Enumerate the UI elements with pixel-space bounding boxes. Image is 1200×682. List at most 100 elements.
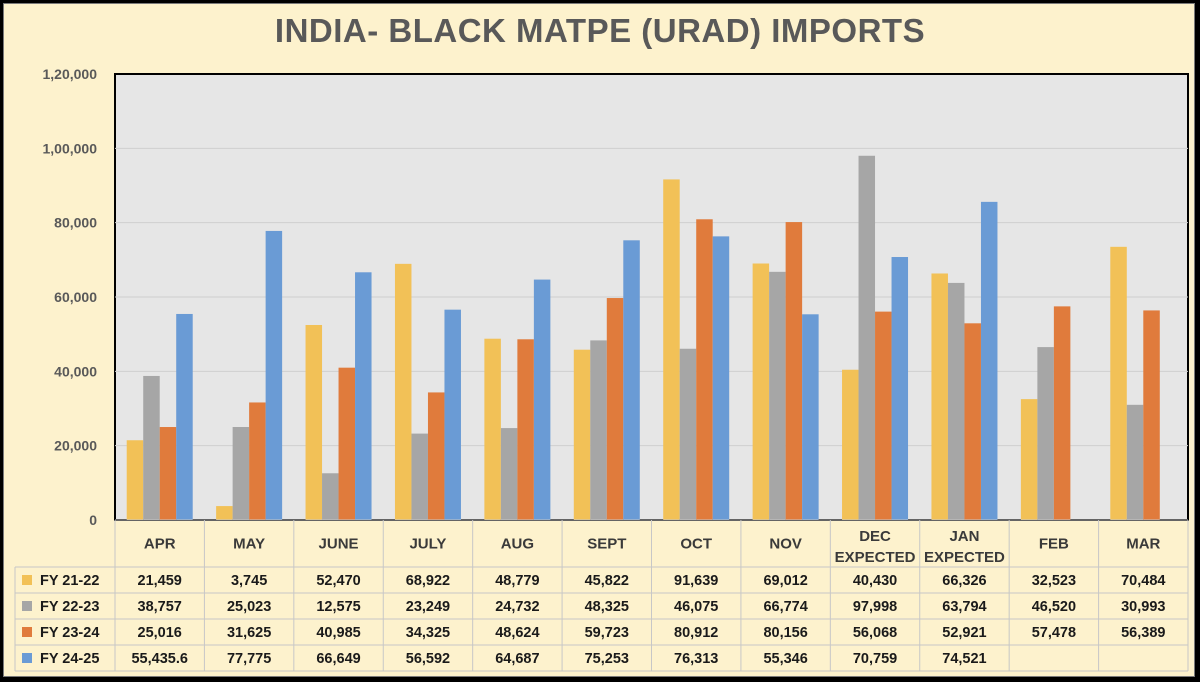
bar — [411, 433, 428, 520]
data-label: 21,459 — [138, 573, 182, 589]
data-label: 25,023 — [227, 599, 271, 615]
data-label: 80,156 — [763, 625, 807, 641]
bar — [216, 506, 233, 520]
x-tick-label: EXPECTED — [835, 549, 916, 566]
data-label: 55,435.6 — [131, 651, 187, 667]
x-tick-label: SEPT — [587, 536, 626, 553]
y-tick-label: 0 — [89, 512, 97, 528]
x-tick-label: MAR — [1126, 536, 1160, 553]
bar — [663, 179, 680, 520]
bar — [1020, 399, 1038, 520]
y-tick-label: 20,000 — [54, 438, 97, 454]
bar — [338, 367, 356, 520]
data-label: 3,745 — [231, 573, 267, 589]
data-label: 59,723 — [585, 625, 629, 641]
bar — [964, 323, 981, 520]
data-label: 55,346 — [763, 651, 807, 667]
data-label: 74,521 — [942, 651, 986, 667]
bar — [305, 324, 323, 520]
data-label: 57,478 — [1032, 625, 1076, 641]
bar — [427, 392, 445, 520]
bar — [842, 369, 859, 520]
data-label: 31,625 — [227, 625, 271, 641]
data-label: 66,649 — [316, 651, 360, 667]
bar — [712, 236, 730, 521]
bar — [931, 273, 948, 520]
bar — [517, 339, 534, 520]
y-tick-label: 60,000 — [54, 289, 97, 305]
bar — [500, 428, 518, 520]
x-tick-label: JULY — [409, 536, 446, 553]
data-label: 38,757 — [138, 599, 182, 615]
legend-label: FY 21-22 — [40, 573, 99, 589]
data-label: 23,249 — [406, 599, 450, 615]
data-label: 66,774 — [763, 599, 807, 615]
legend-key — [22, 601, 32, 611]
bar — [444, 309, 461, 520]
bar — [891, 257, 909, 520]
bar — [573, 349, 591, 520]
bar — [533, 279, 551, 520]
data-label: 40,430 — [853, 573, 897, 589]
y-tick-label: 40,000 — [54, 363, 97, 379]
y-tick-label: 80,000 — [54, 215, 97, 231]
x-tick-label: MAY — [233, 536, 265, 553]
data-label: 64,687 — [495, 651, 539, 667]
bar — [785, 222, 803, 521]
legend-label: FY 23-24 — [40, 625, 99, 641]
data-label: 48,779 — [495, 573, 539, 589]
bar — [232, 426, 250, 520]
data-label: 80,912 — [674, 625, 718, 641]
data-label: 76,313 — [674, 651, 718, 667]
data-label: 40,985 — [316, 625, 360, 641]
legend-key — [22, 575, 32, 585]
data-label: 32,523 — [1032, 573, 1076, 589]
x-tick-label: NOV — [769, 536, 802, 553]
bar — [875, 311, 892, 520]
bar — [159, 427, 177, 520]
bar — [126, 440, 144, 520]
data-label: 34,325 — [406, 625, 450, 641]
data-label: 97,998 — [853, 599, 897, 615]
bar — [623, 240, 640, 520]
x-tick-label: FEB — [1039, 536, 1069, 553]
x-tick-label: OCT — [680, 536, 712, 553]
data-label: 91,639 — [674, 573, 718, 589]
data-label: 46,075 — [674, 599, 718, 615]
bar — [769, 271, 786, 520]
bar — [606, 298, 624, 520]
data-label: 48,325 — [585, 599, 629, 615]
data-label: 45,822 — [585, 573, 629, 589]
bar — [322, 473, 339, 520]
x-tick-label: JUNE — [319, 536, 359, 553]
chart-title: INDIA- BLACK MATPE (URAD) IMPORTS — [274, 12, 926, 49]
legend-label: FY 22-23 — [40, 599, 99, 615]
bar — [143, 375, 160, 520]
bar — [265, 230, 283, 520]
bar — [1037, 347, 1054, 520]
data-label: 52,921 — [942, 625, 986, 641]
bar — [802, 314, 819, 520]
y-tick-label: 1,20,000 — [43, 66, 98, 82]
bar — [1143, 310, 1160, 520]
data-label: 12,575 — [316, 599, 360, 615]
data-label: 46,520 — [1032, 599, 1076, 615]
data-label: 69,012 — [763, 573, 807, 589]
data-label: 66,326 — [942, 573, 986, 589]
x-tick-label: DEC — [859, 528, 891, 545]
data-label: 56,068 — [853, 625, 897, 641]
data-label: 56,592 — [406, 651, 450, 667]
data-label: 24,732 — [495, 599, 539, 615]
bar — [484, 338, 501, 520]
bar — [249, 402, 266, 520]
bar — [1126, 404, 1144, 520]
bar — [394, 263, 412, 520]
x-tick-label: APR — [144, 536, 176, 553]
data-label: 25,016 — [138, 625, 182, 641]
bar — [1110, 246, 1127, 520]
bar — [176, 313, 193, 520]
data-label: 48,624 — [495, 625, 539, 641]
legend-key — [22, 627, 32, 637]
bar — [752, 263, 770, 520]
